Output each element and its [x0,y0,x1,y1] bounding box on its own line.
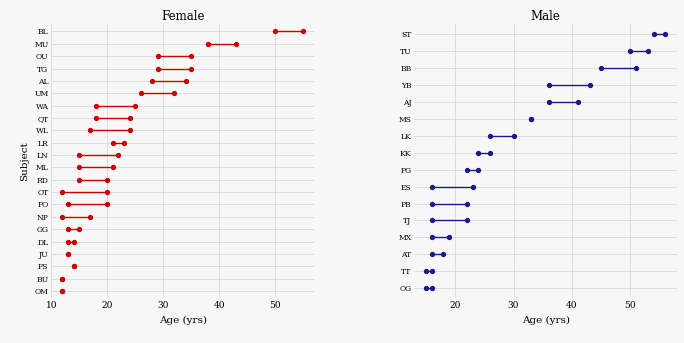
Title: Male: Male [531,10,561,23]
X-axis label: Age (yrs): Age (yrs) [522,316,570,325]
Y-axis label: Subject: Subject [20,141,29,181]
X-axis label: Age (yrs): Age (yrs) [159,316,207,325]
Title: Female: Female [161,10,205,23]
